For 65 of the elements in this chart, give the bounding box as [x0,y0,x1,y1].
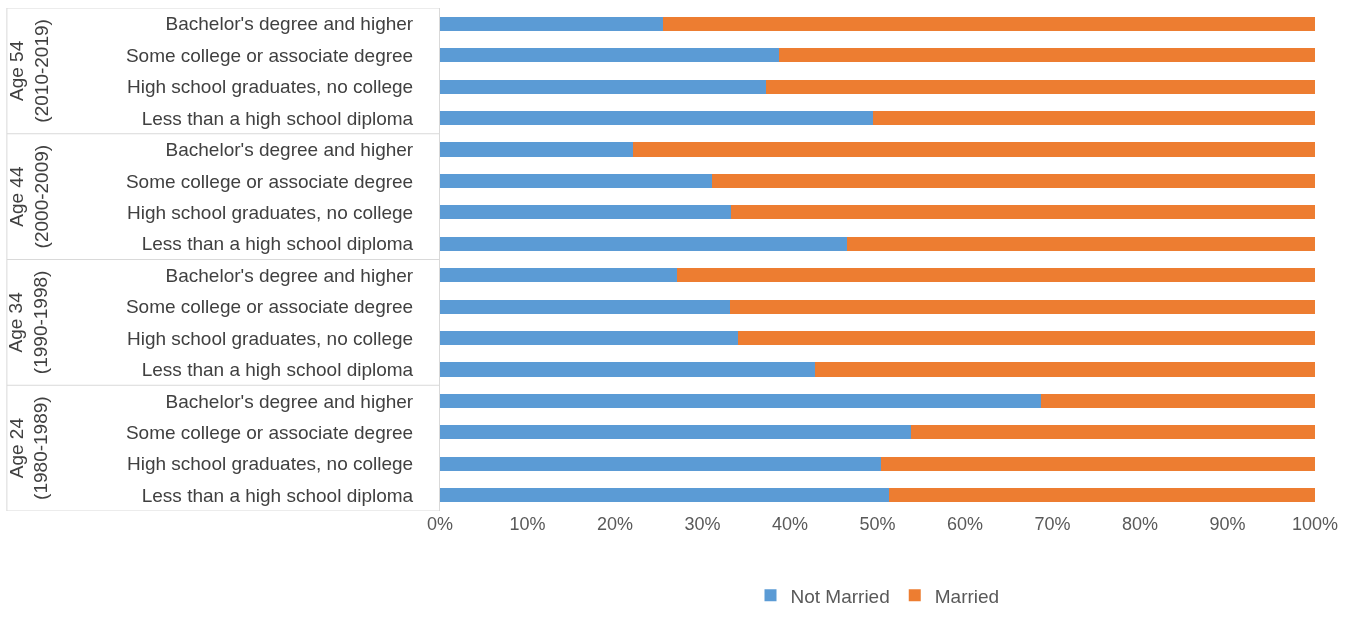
y-tick-label: High school graduates, no college [126,327,414,349]
y-tick-label: Some college or associate degree [125,422,414,444]
bar [815,362,1315,377]
bar [910,425,1315,440]
x-tick-label: 100% [1291,514,1339,534]
x-tick-label: 50% [859,514,896,534]
bar [729,299,1315,314]
bar [440,488,889,503]
y-tick-label: Bachelor's degree and higher [165,390,414,412]
y-tick-label: Bachelor's degree and higher [165,13,414,35]
x-tick-label: 20% [596,514,634,534]
legend-label: Not Married [790,585,890,607]
bar [738,331,1315,346]
x-tick-label: 80% [1121,514,1159,534]
y-tick-label: Some college or associate degree [125,296,414,318]
bar [731,205,1315,220]
bar [440,268,678,283]
y-tick-label: Less than a high school diploma [141,484,414,506]
y-tick-label: Bachelor's degree and higher [165,139,414,161]
text: Age 44 (2000-2009) [6,144,52,249]
text: Age 24 (1980-1989) [5,396,52,500]
legend-label: Married [934,585,1000,607]
y-tick-label: Bachelor's degree and higher [165,264,414,286]
bar [663,16,1315,31]
text: Age 54 (2010-2019) [5,19,52,123]
bar [440,173,713,188]
bar [440,362,816,377]
x-tick-label: 0% [426,514,454,534]
y-tick-label: High school graduates, no college [126,201,414,223]
x-tick-label: 60% [946,514,984,534]
y-tick-label: Less than a high school diploma [141,359,414,381]
bar [677,268,1315,283]
y-tick-label: High school graduates, no college [126,76,414,98]
text: Age 34 (1990-1998) [5,270,52,375]
bar [440,205,732,220]
y-tick-label: Some college or associate degree [125,170,414,192]
bar [633,142,1315,157]
bar [440,48,779,63]
x-tick-label: 70% [1034,514,1071,534]
x-tick-label: 10% [509,514,546,534]
bar [778,48,1315,63]
bar [440,331,739,346]
bar [1041,393,1315,409]
bar [766,79,1315,94]
bar [440,456,881,471]
y-tick-label: Some college or associate degree [125,44,414,66]
bar [440,16,664,31]
bar [440,393,1042,409]
bar [712,173,1315,188]
bar [881,456,1315,471]
bar [440,425,911,440]
x-tick-label: 90% [1209,514,1246,534]
bar [440,142,634,157]
bar [440,79,767,94]
bar [846,236,1315,251]
x-tick-label: 40% [771,514,809,534]
y-tick-label: Less than a high school diploma [141,107,414,129]
y-tick-label: High school graduates, no college [126,453,414,475]
x-tick-label: 30% [684,514,721,534]
y-tick-label: Less than a high school diploma [141,233,414,255]
bar [440,236,847,251]
bar [888,488,1315,503]
bar [873,110,1315,126]
bar [440,110,874,126]
bar [440,299,730,314]
